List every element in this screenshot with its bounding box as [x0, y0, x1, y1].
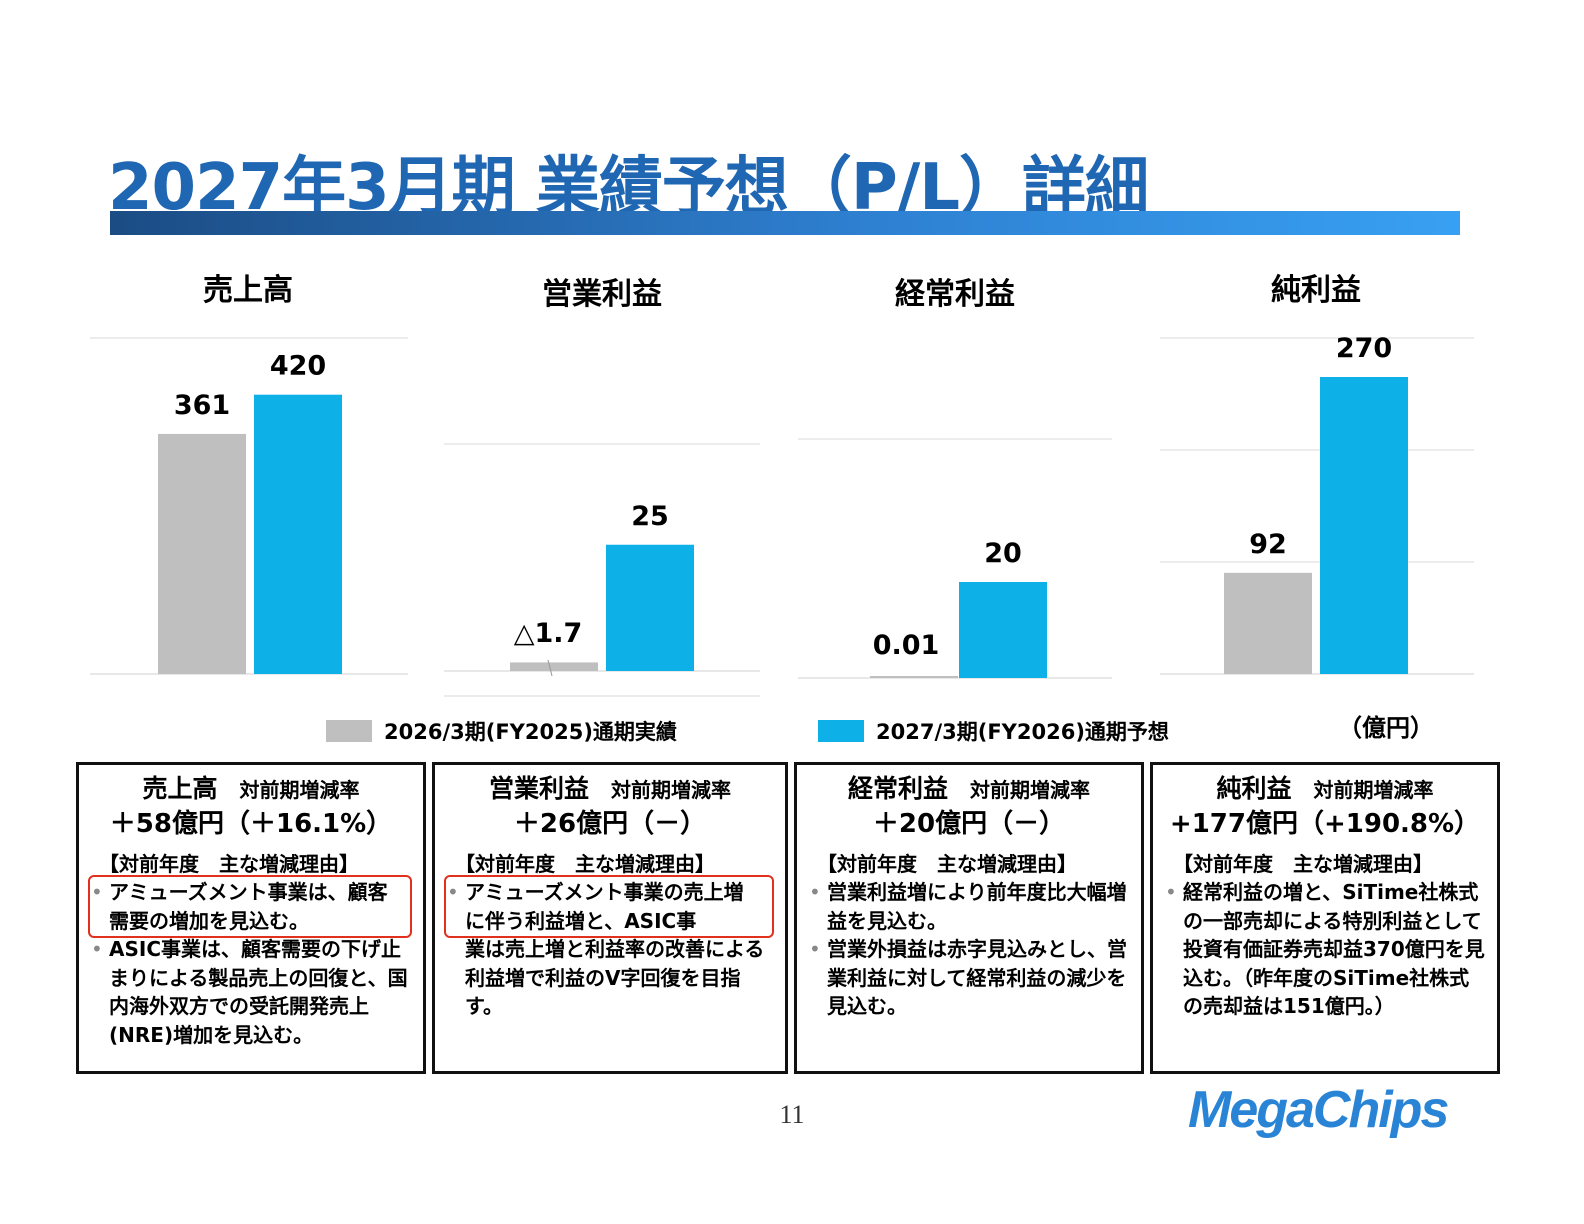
- box-bullet-list: アミューズメント事業は、顧客需要の増加を見込む。 ASIC事業は、顧客需要の下げ…: [79, 878, 423, 1049]
- box-metric-name: 経常利益: [848, 774, 948, 803]
- chart-title: 経常利益: [895, 277, 1015, 312]
- box-bullet: ASIC事業は、顧客需要の下げ止まりによる製品売上の回復と、国内海外双方での受託…: [91, 935, 423, 1049]
- box-bullet: 営業利益増により前年度比大幅増益を見込む。: [809, 878, 1141, 935]
- bar: [510, 662, 598, 671]
- box-bullet-list: 経常利益の増と、SiTime社株式の一部売却による特別利益として投資有価証券売却…: [1153, 878, 1497, 1021]
- box-delta: ＋20億円（－）: [797, 808, 1141, 840]
- box-delta: ＋58億円（＋16.1%）: [79, 808, 423, 840]
- box-delta: +177億円（+190.8%）: [1153, 808, 1497, 840]
- data-label: 270: [1336, 333, 1392, 364]
- box-rate-label: 対前期増減率: [611, 778, 731, 802]
- box-bullet: アミューズメント事業の売上増に伴う利益増と、ASIC事: [447, 878, 771, 935]
- detail-box-net-profit: 純利益対前期増減率 +177億円（+190.8%） 【対前年度 主な増減理由】 …: [1150, 762, 1500, 1074]
- legend-item-fy2025: 2026/3期(FY2025)通期実績: [326, 718, 677, 744]
- data-label: 361: [174, 390, 230, 421]
- megachips-logo: MegaChips: [1188, 1080, 1447, 1140]
- bar: [1320, 377, 1408, 674]
- box-metric-name: 営業利益: [489, 774, 589, 803]
- box-reason-head: 【対前年度 主な増減理由】: [455, 850, 785, 878]
- box-bullet-list: アミューズメント事業の売上増に伴う利益増と、ASIC事 業は売上増と利益率の改善…: [435, 878, 785, 1021]
- bar-charts: 売上高 361 420 営業利益 △1.7 25 経常利益 0.01 20 純利益 92 270: [0, 0, 1584, 760]
- detail-box-ordinary-profit: 経常利益対前期増減率 ＋20億円（－） 【対前年度 主な増減理由】 営業利益増に…: [794, 762, 1144, 1074]
- box-bullet: 営業外損益は赤字見込みとし、営業利益に対して経常利益の減少を見込む。: [809, 935, 1141, 1021]
- data-label: 25: [631, 501, 669, 532]
- detail-box-sales: 売上高対前期増減率 ＋58億円（＋16.1%） 【対前年度 主な増減理由】 アミ…: [76, 762, 426, 1074]
- bar: [959, 582, 1047, 678]
- box-metric-name: 売上高: [142, 774, 217, 803]
- data-label: 92: [1249, 529, 1287, 560]
- bar: [1224, 573, 1312, 674]
- bar: [870, 676, 958, 678]
- box-reason-head: 【対前年度 主な増減理由】: [99, 850, 423, 878]
- unit-label: （億円）: [1338, 708, 1434, 743]
- data-label: △1.7: [514, 618, 583, 649]
- bar: [158, 434, 246, 674]
- legend-label-fy2026: 2027/3期(FY2026)通期予想: [876, 716, 1169, 746]
- box-reason-head: 【対前年度 主な増減理由】: [1173, 850, 1497, 878]
- chart-title: 純利益: [1271, 273, 1361, 308]
- box-bullet: 経常利益の増と、SiTime社株式の一部売却による特別利益として投資有価証券売却…: [1165, 878, 1497, 1021]
- detail-box-operating-profit: 営業利益対前期増減率 ＋26億円（－） 【対前年度 主な増減理由】 アミューズメ…: [432, 762, 788, 1074]
- box-bullet-list: 営業利益増により前年度比大幅増益を見込む。 営業外損益は赤字見込みとし、営業利益…: [797, 878, 1141, 1021]
- box-reason-head: 【対前年度 主な増減理由】: [817, 850, 1141, 878]
- legend-swatch-fy2025: [326, 720, 372, 742]
- box-rate-label: 対前期増減率: [240, 778, 360, 802]
- box-rate-label: 対前期増減率: [1314, 778, 1434, 802]
- data-label: 420: [270, 351, 326, 382]
- box-title: 売上高対前期増減率: [79, 773, 423, 808]
- legend-label-fy2025: 2026/3期(FY2025)通期実績: [384, 716, 677, 746]
- bar: [254, 395, 342, 674]
- bar: [606, 545, 694, 671]
- box-rate-label: 対前期増減率: [970, 778, 1090, 802]
- legend-item-fy2026: 2027/3期(FY2026)通期予想: [818, 718, 1169, 744]
- box-metric-name: 純利益: [1216, 774, 1291, 803]
- chart-title: 営業利益: [542, 277, 662, 312]
- box-bullet: アミューズメント事業は、顧客需要の増加を見込む。: [91, 878, 409, 935]
- box-title: 営業利益対前期増減率: [435, 773, 785, 808]
- chart-title: 売上高: [203, 273, 293, 308]
- data-label: 20: [984, 538, 1022, 569]
- box-title: 純利益対前期増減率: [1153, 773, 1497, 808]
- box-delta: ＋26億円（－）: [435, 808, 785, 840]
- box-bullet-continuation: 業は売上増と利益率の改善による利益増で利益のV字回復を目指す。: [447, 935, 785, 1021]
- legend-swatch-fy2026: [818, 720, 864, 742]
- box-title: 経常利益対前期増減率: [797, 773, 1141, 808]
- data-label: 0.01: [873, 630, 940, 661]
